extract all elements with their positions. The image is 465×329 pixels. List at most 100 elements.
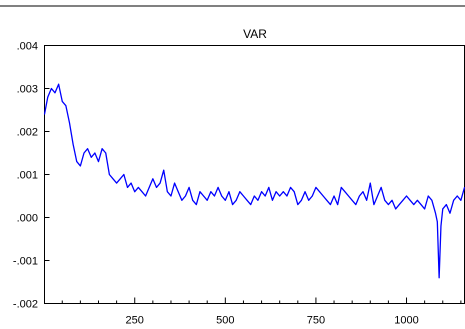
data-point: [166, 191, 168, 193]
data-point: [206, 199, 208, 201]
data-point: [50, 88, 52, 89]
data-point: [377, 195, 378, 197]
y-tick-label: .004: [17, 41, 38, 53]
data-point: [387, 204, 389, 206]
data-point: [163, 169, 165, 171]
data-point: [235, 199, 237, 201]
data-point: [253, 195, 255, 197]
data-point: [195, 204, 197, 206]
data-point: [271, 199, 273, 201]
data-point: [257, 199, 259, 201]
data-point: [286, 195, 288, 197]
data-point: [159, 182, 161, 184]
x-tick-label: 250: [126, 315, 144, 327]
data-point: [152, 178, 154, 180]
data-point: [348, 195, 349, 197]
data-point: [239, 191, 241, 193]
y-tick-label: -.001: [13, 256, 38, 268]
y-tick-label: .002: [17, 127, 38, 139]
data-point: [380, 186, 382, 188]
data-point: [311, 195, 313, 197]
data-point: [406, 195, 407, 197]
data-point: [275, 191, 277, 193]
data-point: [112, 178, 114, 180]
data-point: [69, 122, 70, 124]
data-point: [174, 182, 176, 184]
data-point: [416, 199, 418, 201]
data-point: [344, 191, 346, 193]
data-point: [170, 195, 172, 197]
data-point: [134, 191, 136, 193]
data-point: [413, 204, 415, 206]
data-point: [203, 195, 205, 197]
data-point: [442, 208, 444, 210]
data-point: [358, 195, 360, 197]
data-point: [373, 204, 375, 206]
data-point: [98, 161, 99, 163]
data-point: [94, 152, 96, 154]
data-point: [221, 195, 223, 197]
data-point: [87, 148, 89, 150]
data-point: [228, 191, 230, 193]
x-tick-label: 750: [307, 315, 325, 327]
data-point: [384, 199, 386, 201]
x-tick-label: 500: [216, 315, 234, 327]
data-point: [409, 199, 411, 201]
data-point: [308, 199, 310, 201]
data-point: [300, 199, 302, 201]
data-point: [340, 186, 342, 188]
data-point: [435, 212, 436, 214]
data-point: [65, 105, 67, 107]
data-point: [127, 186, 128, 188]
data-point: [322, 195, 324, 197]
data-point: [355, 204, 357, 206]
data-point: [243, 195, 244, 197]
data-point: [217, 186, 219, 188]
data-point: [181, 199, 183, 201]
data-point: [148, 186, 150, 188]
data-point: [210, 191, 212, 193]
data-point: [44, 113, 45, 115]
data-point: [185, 195, 186, 197]
data-point: [398, 204, 400, 206]
data-point: [214, 195, 215, 197]
data-point: [90, 156, 92, 158]
data-point: [119, 178, 121, 180]
data-point: [304, 191, 306, 193]
data-point: [420, 204, 422, 206]
data-point: [76, 161, 78, 163]
data-point: [61, 100, 63, 102]
data-point: [290, 186, 292, 188]
data-point: [246, 199, 248, 201]
data-point: [199, 191, 201, 193]
data-point: [297, 204, 299, 206]
data-point: [460, 199, 462, 201]
data-point: [224, 199, 226, 201]
data-point: [141, 191, 143, 193]
data-point: [279, 195, 281, 197]
data-point: [177, 191, 179, 193]
data-point: [445, 204, 447, 206]
data-point: [79, 165, 81, 167]
data-point: [333, 195, 335, 197]
data-point: [268, 186, 270, 188]
data-point: [47, 96, 49, 98]
data-point: [438, 277, 440, 279]
y-axis: .004 .003 .002 .001 .000 -.001 -.002: [13, 41, 50, 311]
y-tick-label: .000: [17, 213, 38, 225]
data-point: [395, 208, 397, 210]
data-point: [362, 191, 364, 193]
data-point: [54, 92, 56, 94]
data-point: [108, 174, 110, 175]
data-point: [391, 199, 393, 201]
data-point: [319, 191, 320, 193]
data-point: [431, 199, 433, 201]
data-point: [436, 221, 438, 223]
data-point: [326, 199, 328, 201]
y-tick-label: -.002: [13, 299, 38, 311]
series-var-points: [44, 83, 465, 279]
data-point: [58, 83, 60, 85]
data-point: [101, 148, 103, 150]
